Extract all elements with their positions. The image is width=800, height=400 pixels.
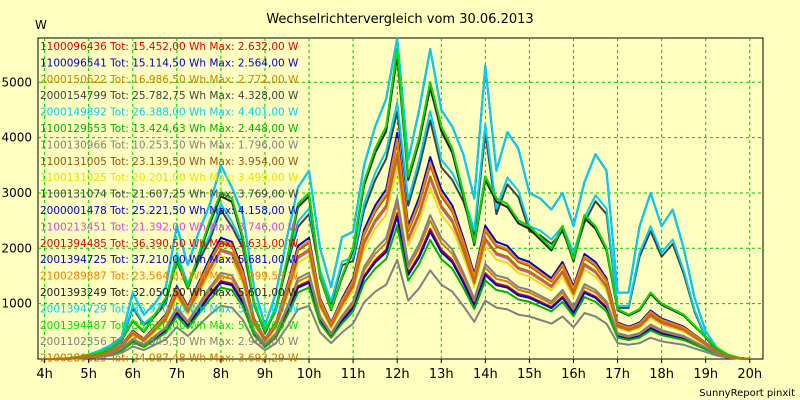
legend-entry-20: 2100289829 Tot: 24.087,48 Wh Max: 3.692,… [40, 353, 299, 365]
legend-entry-1: 1100096436 Tot: 15.452,00 Wh Max: 2.632,… [40, 41, 299, 53]
legend-entry-5: 2000149892 Tot: 26.388,00 Wh Max: 4.401,… [40, 107, 299, 119]
x-tick-label: 11h [341, 367, 366, 382]
x-tick-label: 19h [693, 367, 718, 382]
legend-entry-12: 1100213451 Tot: 21.392,00 Wh Max: 3.746,… [40, 221, 299, 233]
series-line-6 [44, 224, 750, 360]
x-tick-label: 7h [169, 367, 186, 382]
legend-entry-17: 2001394729 Tot: 36.970,00 Wh Max: 5.711,… [40, 303, 299, 315]
y-tick-label: 5000 [1, 75, 32, 89]
x-tick-label: 8h [213, 367, 230, 382]
y-axis-unit-label: W [35, 18, 47, 32]
legend-entry-11: 2000001478 Tot: 25.221,50 Wh Max: 4.158,… [40, 205, 299, 217]
legend-entry-13: 2001394485 Tot: 36.390,50 Wh Max: 5.631,… [40, 238, 299, 250]
legend: 1100096436 Tot: 15.452,00 Wh Max: 2.632,… [40, 41, 299, 365]
series-line-17 [44, 37, 750, 360]
x-tick-label: 16h [561, 367, 586, 382]
x-tick-label: 20h [737, 367, 762, 382]
y-tick-label: 1000 [1, 297, 32, 311]
legend-entry-6: 1100129553 Tot: 13.424,63 Wh Max: 2.448,… [40, 123, 299, 135]
x-tick-label: 12h [385, 367, 410, 382]
legend-entry-9: 1100131025 Tot: 20.201,00 Wh Max: 3.499,… [40, 172, 299, 184]
x-tick-label: 15h [517, 367, 542, 382]
legend-entry-19: 2001102356 Tot: 17.345,50 Wh Max: 2.962,… [40, 336, 299, 348]
legend-entry-4: 2000154799 Tot: 25.782,75 Wh Max: 4.328,… [40, 90, 299, 102]
series-line-7 [44, 258, 750, 360]
x-tick-label: 13h [429, 367, 454, 382]
x-tick-label: 6h [124, 367, 141, 382]
x-tick-label: 5h [80, 367, 97, 382]
legend-entry-18: 2001394487 Tot: 35.620,00 Wh Max: 5.650,… [40, 320, 299, 332]
legend-entry-3: 2000150622 Tot: 16.986,50 Wh Max: 2.772,… [40, 74, 299, 86]
y-axis: 1000 2000 3000 4000 5000 [1, 75, 32, 310]
legend-entry-2: 1100096541 Tot: 15.114,50 Wh Max: 2.564,… [40, 57, 299, 69]
legend-entry-10: 1100131074 Tot: 21.607,25 Wh Max: 3.769,… [40, 189, 299, 201]
legend-entry-16: 2001393249 Tot: 32.050,50 Wh Max: 5.601,… [40, 287, 299, 299]
chart-title: Wechselrichtervergleich vom 30.06.2013 [266, 12, 533, 27]
x-tick-label: 9h [257, 367, 274, 382]
series-line-15 [44, 137, 750, 360]
x-tick-label: 10h [297, 367, 322, 382]
legend-entry-14: 2001394725 Tot: 37.210,00 Wh Max: 5.681,… [40, 254, 299, 266]
x-tick-label: 4h [36, 367, 53, 382]
x-tick-label: 18h [649, 367, 674, 382]
series-line-19 [44, 196, 750, 360]
legend-entry-15: 2100289887 Tot: 23.564,61 Wh Max: 3.999,… [40, 271, 299, 283]
x-axis: 4h 5h 6h 7h 8h 9h 10h 11h 12h 13h 14h 15h 16h 17h 18h 1… [36, 359, 762, 382]
legend-entry-8: 1100131005 Tot: 23.139,50 Wh Max: 3.954,… [40, 156, 299, 168]
legend-entry-7: 1100130966 Tot: 10.253,50 Wh Max: 1.796,… [40, 139, 299, 151]
series-lines [44, 37, 750, 360]
y-tick-label: 4000 [1, 131, 32, 145]
footer-credit: SunnyReport pinxit [699, 388, 795, 399]
x-tick-label: 17h [605, 367, 630, 382]
series-line-20 [44, 153, 750, 360]
y-tick-label: 3000 [1, 186, 32, 200]
y-tick-label: 2000 [1, 241, 32, 255]
series-line-18 [44, 48, 750, 360]
series-line-9 [44, 165, 750, 360]
series-line-2 [44, 215, 750, 360]
x-tick-label: 14h [473, 367, 498, 382]
